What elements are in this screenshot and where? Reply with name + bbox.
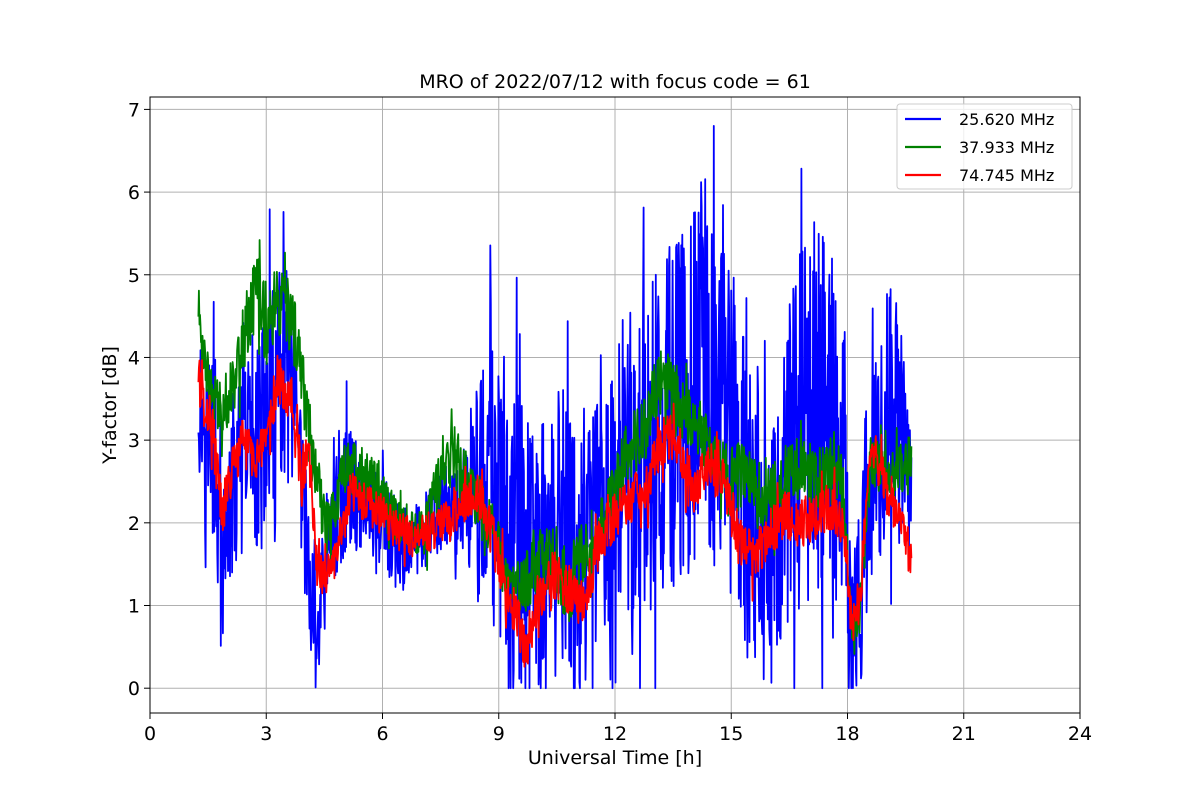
y-axis-label: Y-factor [dB] [99, 346, 121, 465]
x-tick-label: 3 [260, 723, 272, 745]
legend-label: 25.620 MHz [959, 110, 1054, 129]
x-axis-label: Universal Time [h] [528, 747, 702, 769]
y-tick-label: 3 [128, 430, 140, 452]
legend-label: 37.933 MHz [959, 138, 1054, 157]
x-tick-label: 15 [719, 723, 743, 745]
x-tick-label: 18 [835, 723, 859, 745]
y-tick-label: 1 [128, 596, 140, 618]
x-tick-label: 0 [144, 723, 156, 745]
series-layer [197, 125, 913, 690]
y-axis-ticks: 0 1 2 3 4 5 6 7 [128, 99, 150, 700]
x-axis-ticks: 0 3 6 9 12 15 18 21 24 [144, 713, 1092, 745]
y-tick-label: 4 [128, 347, 140, 369]
y-tick-label: 7 [128, 99, 140, 121]
x-tick-label: 21 [952, 723, 976, 745]
x-tick-label: 9 [493, 723, 505, 745]
series-line-25-620-mhz [197, 125, 913, 690]
y-tick-label: 0 [128, 678, 140, 700]
y-tick-label: 2 [128, 513, 140, 535]
x-tick-label: 12 [603, 723, 627, 745]
series-line-74-745-mhz [197, 354, 913, 668]
chart-title: MRO of 2022/07/12 with focus code = 61 [419, 71, 811, 93]
legend: 25.620 MHz 37.933 MHz 74.745 MHz [896, 103, 1073, 190]
y-tick-label: 5 [128, 265, 140, 287]
legend-box [896, 103, 1073, 190]
legend-label: 74.745 MHz [959, 166, 1054, 185]
y-tick-label: 6 [128, 182, 140, 204]
x-tick-label: 6 [376, 723, 388, 745]
x-tick-label: 24 [1068, 723, 1092, 745]
